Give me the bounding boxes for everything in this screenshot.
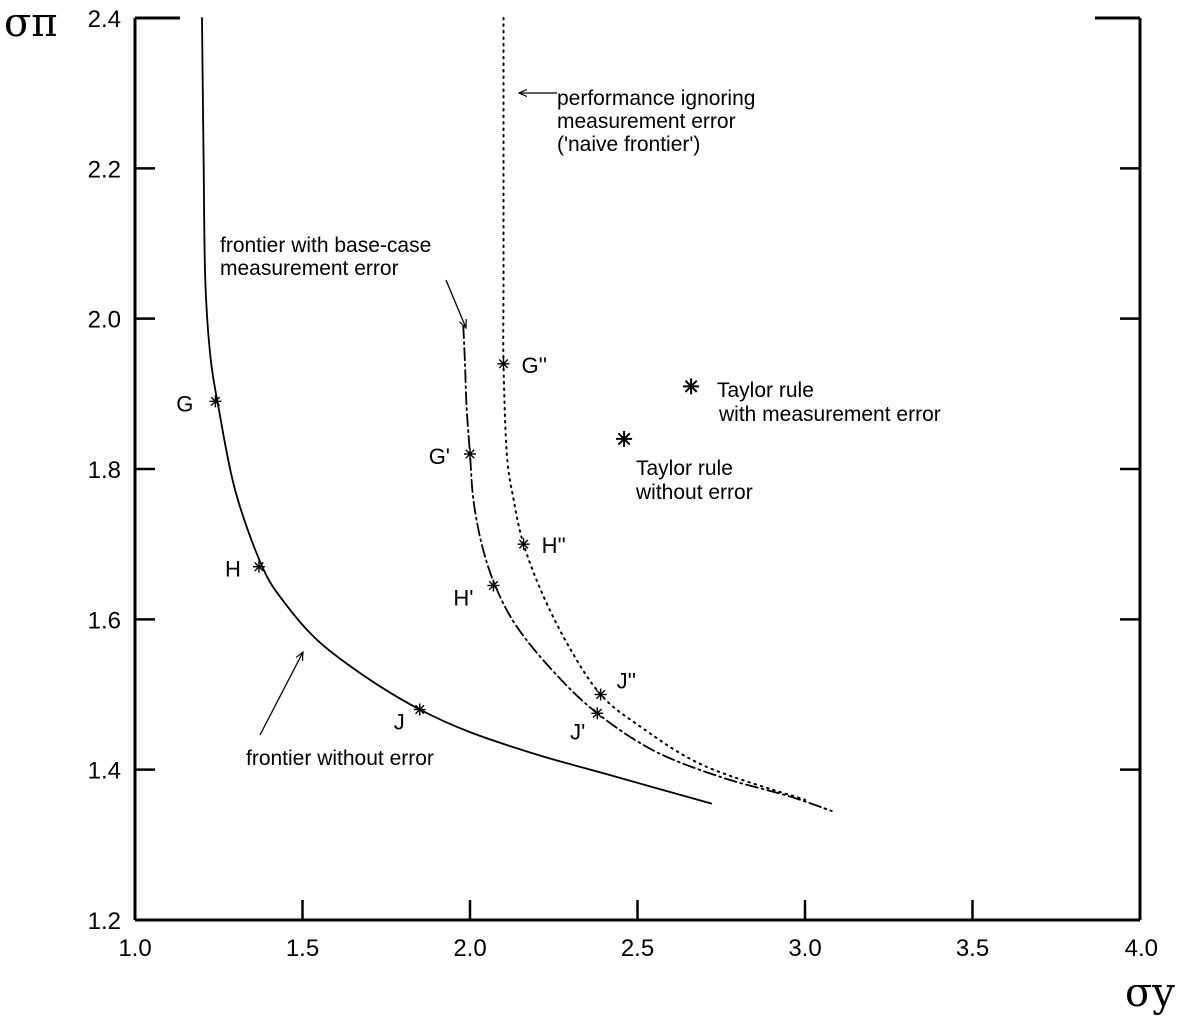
frontier-without-error-line	[201, 17, 713, 805]
point-label-h: H	[225, 557, 241, 582]
star-stroke	[415, 704, 425, 715]
annotation-naive: performance ignoring measurement error ('n…	[557, 87, 755, 156]
y-tick-label-1-4: 1.4	[88, 758, 121, 785]
x-tick-label-3-5: 3.5	[956, 935, 989, 962]
y-tick-label-2-2: 2.2	[88, 156, 121, 183]
annotation-taylor-error: Taylor rule with measurement error	[717, 379, 941, 426]
series-layer	[201, 17, 833, 812]
x-tick-label-3-0: 3.0	[788, 935, 821, 962]
frontier-with-error-line	[462, 325, 833, 812]
annotation-line: without error	[635, 481, 753, 504]
point-marker-jp	[591, 707, 604, 720]
x-axis-ticks: 1.0 1.5 2.0 2.5 3.0 3.5 4.0	[118, 900, 1158, 962]
annotation-line: measurement error	[220, 257, 399, 280]
annotation-line: frontier with base-case	[220, 234, 431, 257]
point-marker-hp	[487, 579, 500, 592]
annotation-line: with measurement error	[718, 403, 941, 426]
star-stroke	[210, 396, 221, 407]
point-label-gp: G'	[429, 444, 450, 469]
x-tick-label-1-5: 1.5	[286, 935, 319, 962]
x-tick-label-2-0: 2.0	[453, 935, 486, 962]
annotation-line: Taylor rule	[717, 379, 814, 402]
star-stroke	[254, 561, 264, 572]
annotation-taylor-noerror: Taylor rule without error	[635, 457, 753, 504]
star-stroke	[518, 539, 529, 549]
point-label-jpp: J''	[617, 669, 636, 694]
naive-frontier-line	[502, 17, 806, 801]
point-label-j: J	[394, 710, 405, 735]
x-axis-label: σy	[1125, 970, 1175, 1016]
star-stroke	[592, 708, 603, 719]
point-label-gpp: G''	[522, 353, 548, 378]
point-marker-hpp	[517, 538, 530, 551]
x-tick-label-1-0: 1.0	[118, 935, 151, 962]
point-marker-gp	[464, 447, 476, 460]
y-tick-label-1-8: 1.8	[88, 457, 121, 484]
annotation-base-case: frontier with base-case measurement error	[220, 234, 431, 280]
point-marker-gpp	[497, 357, 510, 370]
star-stroke	[488, 580, 499, 591]
star-stroke	[465, 449, 475, 459]
y-tick-label-2-4: 2.4	[88, 6, 121, 33]
x-tick-label-4-0: 4.0	[1125, 935, 1158, 962]
annotation-line: performance ignoring	[557, 87, 755, 110]
point-marker-h	[252, 560, 265, 573]
point-marker-g	[209, 395, 222, 408]
y-axis-ticks: 1.2 1.4 1.6 1.8 2.0 2.2 2.4	[88, 6, 1140, 935]
y-tick-label-1-2: 1.2	[88, 908, 121, 935]
point-label-jp: J'	[570, 719, 585, 744]
star-stroke	[498, 359, 509, 369]
point-label-hp: H'	[453, 586, 473, 611]
point-label-hpp: H''	[542, 533, 566, 558]
annotation-arrow-base-case	[445, 279, 466, 328]
point-marker-jpp	[594, 688, 607, 701]
point-marker-taylor-10	[616, 430, 633, 447]
annotation-line: Taylor rule	[636, 457, 733, 480]
annotation-line: measurement error	[557, 110, 736, 133]
star-stroke	[595, 689, 606, 700]
y-tick-label-2-0: 2.0	[88, 307, 121, 334]
point-label-g: G	[176, 391, 193, 416]
annotation-line: ('naive frontier')	[557, 133, 700, 156]
points-layer: G H J G' H' J' G'' H'' J''	[176, 353, 700, 744]
annotation-arrow-without-error	[259, 652, 303, 736]
point-marker-taylor-9	[683, 378, 700, 395]
y-tick-label-1-6: 1.6	[88, 607, 121, 634]
star-stroke	[617, 432, 631, 446]
y-axis-label: σπ	[4, 0, 58, 46]
point-marker-j	[413, 703, 426, 716]
annotation-without-error: frontier without error	[246, 747, 434, 770]
annotations-layer: performance ignoring measurement error ('n…	[220, 87, 941, 770]
x-tick-label-2-5: 2.5	[621, 935, 654, 962]
annotation-line: frontier without error	[246, 747, 434, 770]
star-stroke	[684, 379, 698, 393]
